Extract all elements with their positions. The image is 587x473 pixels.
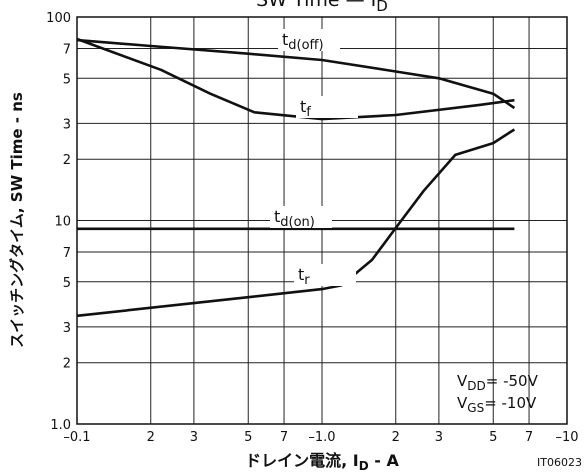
- y-tick-label: 5: [63, 276, 71, 291]
- y-axis-label: スイッチングタイム, SW Time - ns: [8, 92, 26, 348]
- x-label-text: ドレイン電流, I: [245, 451, 359, 470]
- condition-after: = -10V: [484, 394, 537, 412]
- label-bg: [294, 264, 356, 286]
- x-tick-label: 7: [525, 430, 533, 445]
- y-tick-label: 7: [63, 43, 71, 58]
- y-tick-label: 1.0: [50, 418, 71, 433]
- title-text: SW Time — I: [256, 0, 376, 11]
- y-tick-label: 3: [63, 321, 71, 336]
- series-label: tr: [298, 265, 310, 288]
- x-label-sub: D: [359, 459, 369, 473]
- series-label-sub: f: [306, 105, 311, 120]
- x-tick-label: 2: [392, 430, 400, 445]
- x-axis-label: ドレイン電流, ID - A: [245, 451, 399, 473]
- x-tick-label: 5: [244, 430, 252, 445]
- y-tick-label: 10: [54, 215, 71, 230]
- title-sub: D: [376, 0, 388, 15]
- label-bg: [270, 206, 332, 228]
- series-label: td(off): [282, 30, 324, 53]
- x-tick-label: 3: [435, 430, 443, 445]
- y-tick-label: 2: [63, 153, 71, 168]
- series-line: [76, 128, 516, 318]
- series-label-sub: r: [304, 273, 310, 288]
- y-tick-label: 5: [63, 72, 71, 87]
- x-tick-label: 7: [280, 430, 288, 445]
- series-label-main: t: [298, 265, 304, 284]
- condition-text: V: [457, 372, 468, 390]
- x-tick-label: 5: [489, 430, 497, 445]
- condition: VGS= -10V: [457, 394, 537, 415]
- series-label-sub: d(off): [288, 38, 323, 53]
- label-bg: [296, 96, 358, 118]
- series-label-main: t: [282, 30, 288, 49]
- x-label-after: - A: [369, 451, 400, 470]
- x-tick-label: –1.0: [308, 430, 335, 445]
- figure-code: IT06023: [537, 456, 582, 469]
- x-tick-label: 2: [147, 430, 155, 445]
- x-tick-label: –10: [555, 430, 578, 445]
- y-tick-label: 2: [63, 357, 71, 372]
- condition-text: V: [457, 394, 468, 412]
- y-tick-label: 3: [63, 117, 71, 132]
- x-tick-label: 3: [190, 430, 198, 445]
- chart-title: SW Time — ID: [256, 0, 388, 15]
- series-label: tf: [300, 97, 311, 120]
- series-line: [76, 37, 515, 121]
- x-tick-label: –0.1: [63, 430, 90, 445]
- y-tick-label: 7: [63, 246, 71, 261]
- label-bg: [278, 29, 340, 51]
- condition-sub: GS: [467, 401, 484, 415]
- condition-sub: DD: [467, 379, 485, 393]
- series-label-main: t: [300, 97, 306, 116]
- series-line: [76, 38, 516, 110]
- series-label-sub: d(on): [280, 215, 315, 230]
- series-label: td(on): [274, 207, 315, 230]
- plot-frame: [76, 16, 568, 425]
- series-label-main: t: [274, 207, 280, 226]
- condition: VDD= -50V: [457, 372, 539, 393]
- condition-after: = -50V: [486, 372, 539, 390]
- y-tick-label: 100: [46, 11, 71, 26]
